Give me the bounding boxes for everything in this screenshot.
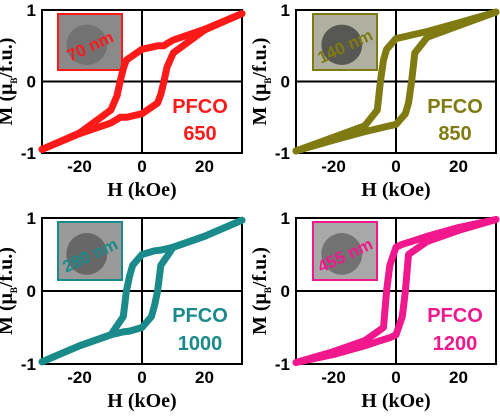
x-tick-label: 20: [195, 368, 214, 387]
x-tick-label: 0: [391, 368, 400, 387]
hysteresis-branch-ascending: [292, 216, 500, 366]
sample-temperature-label: 1200: [433, 333, 478, 355]
hysteresis-branch-descending: [292, 216, 500, 366]
x-axis-label: H (kOe): [361, 390, 430, 412]
hysteresis-branch-ascending: [38, 216, 246, 366]
y-tick-label: -1: [275, 144, 290, 163]
y-tick-label: 1: [281, 1, 290, 20]
x-tick-label: 20: [449, 368, 468, 387]
particle-shape: [321, 24, 363, 65]
y-tick-label: 0: [27, 73, 36, 92]
x-tick-label: -20: [67, 368, 92, 387]
y-axis-label: M (μB/f.u.): [0, 38, 19, 126]
x-tick-label: 0: [137, 157, 146, 176]
x-tick-label: 20: [449, 157, 468, 176]
x-axis-label: H (kOe): [107, 390, 176, 412]
y-tick-label: 1: [27, 1, 36, 20]
particle-shape: [321, 233, 363, 275]
x-tick-label: 0: [391, 157, 400, 176]
sample-temperature-label: 850: [438, 123, 471, 145]
sample-name-label: PFCO: [172, 96, 228, 118]
sample-name-label: PFCO: [427, 96, 483, 118]
sample-name-label: PFCO: [427, 305, 483, 327]
particle-shape: [66, 233, 108, 275]
y-tick-label: -1: [275, 355, 290, 374]
hysteresis-branch-ascending: [38, 10, 246, 153]
y-tick-label: 0: [27, 282, 36, 301]
y-tick-label: 0: [281, 73, 290, 92]
y-tick-label: -1: [21, 355, 36, 374]
y-axis-label: M (μB/f.u.): [249, 38, 273, 126]
y-axis-label: M (μB/f.u.): [0, 247, 19, 335]
x-tick-label: 20: [195, 157, 214, 176]
y-tick-label: 1: [27, 209, 36, 228]
x-axis-label: H (kOe): [361, 179, 430, 201]
hysteresis-branch-ascending: [292, 8, 500, 155]
sample-temperature-label: 1000: [178, 333, 223, 355]
hysteresis-branch-descending: [292, 8, 500, 155]
x-tick-label: -20: [321, 157, 346, 176]
x-axis-label: H (kOe): [107, 179, 176, 201]
y-tick-label: 0: [281, 282, 290, 301]
sample-temperature-label: 650: [183, 123, 216, 145]
x-tick-label: -20: [67, 157, 92, 176]
x-tick-label: 0: [137, 368, 146, 387]
y-axis-label: M (μB/f.u.): [249, 247, 273, 335]
y-tick-label: 1: [281, 209, 290, 228]
y-tick-label: -1: [21, 144, 36, 163]
x-tick-label: -20: [321, 368, 346, 387]
hysteresis-branch-descending: [38, 10, 246, 153]
sample-name-label: PFCO: [172, 305, 228, 327]
particle-shape: [66, 24, 108, 65]
